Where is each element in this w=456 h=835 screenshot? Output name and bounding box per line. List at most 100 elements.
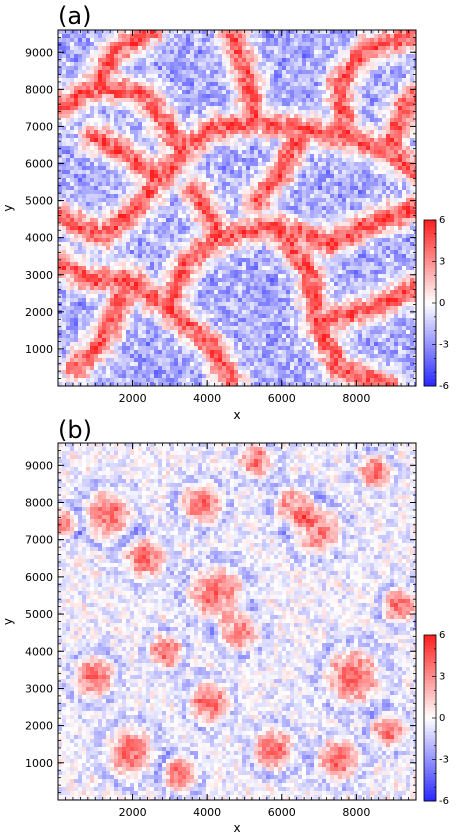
heatmap-cell	[406, 134, 411, 139]
heatmap-cell	[406, 178, 411, 183]
heatmap-cell	[410, 54, 415, 59]
heatmap-cell	[134, 110, 139, 115]
heatmap-cell	[370, 130, 375, 135]
heatmap-cell	[294, 138, 299, 143]
heatmap-cell	[106, 122, 111, 127]
heatmap-cell	[386, 130, 391, 135]
heatmap-cell	[226, 74, 231, 79]
heatmap-cell	[182, 234, 187, 239]
heatmap-cell	[78, 114, 83, 119]
heatmap-cell	[154, 94, 159, 99]
heatmap-cell	[406, 186, 411, 191]
heatmap-cell	[198, 190, 203, 195]
heatmap-cell	[330, 154, 335, 159]
heatmap-cell	[402, 178, 407, 183]
heatmap-cell	[62, 238, 67, 243]
heatmap-cell	[298, 74, 303, 79]
heatmap-cell	[162, 138, 167, 143]
heatmap-cell	[106, 170, 111, 175]
heatmap-cell	[214, 238, 219, 243]
heatmap-cell	[134, 226, 139, 231]
heatmap-cell	[214, 90, 219, 95]
heatmap-cell	[82, 250, 87, 255]
heatmap-cell	[382, 146, 387, 151]
heatmap-cell	[70, 134, 75, 139]
heatmap-cell	[398, 174, 403, 179]
heatmap-cell	[382, 238, 387, 243]
heatmap-cell	[230, 186, 235, 191]
heatmap-cell	[162, 62, 167, 67]
heatmap-cell	[210, 174, 215, 179]
heatmap-cell	[282, 222, 287, 227]
heatmap-cell	[154, 62, 159, 67]
heatmap-cell	[310, 142, 315, 147]
heatmap-cell	[170, 86, 175, 91]
heatmap-cell	[94, 234, 99, 239]
heatmap-cell	[322, 154, 327, 159]
heatmap-cell	[266, 54, 271, 59]
heatmap-cell	[394, 166, 399, 171]
heatmap-cell	[206, 74, 211, 79]
heatmap-cell	[386, 150, 391, 155]
heatmap-cell	[198, 66, 203, 71]
heatmap-cell	[366, 86, 371, 91]
heatmap-cell	[58, 54, 63, 59]
heatmap-cell	[238, 214, 243, 219]
heatmap-cell	[410, 34, 415, 39]
heatmap-cell	[198, 38, 203, 43]
heatmap-cell	[218, 34, 223, 39]
heatmap-cell	[306, 202, 311, 207]
heatmap-cell	[390, 154, 395, 159]
heatmap-cell	[138, 62, 143, 67]
heatmap-cell	[382, 110, 387, 115]
heatmap-cell	[402, 190, 407, 195]
heatmap-cell	[358, 126, 363, 131]
heatmap-cell	[198, 162, 203, 167]
heatmap-cell	[98, 154, 103, 159]
heatmap-cell	[402, 142, 407, 147]
heatmap-cell	[218, 174, 223, 179]
heatmap-cell	[322, 186, 327, 191]
heatmap-cell	[82, 222, 87, 227]
heatmap-cell	[366, 238, 371, 243]
heatmap-cell	[126, 138, 131, 143]
heatmap-cell	[126, 54, 131, 59]
heatmap-cell	[218, 222, 223, 227]
heatmap-cell	[202, 86, 207, 91]
heatmap-cell	[394, 242, 399, 247]
heatmap-cell	[246, 214, 251, 219]
heatmap-cell	[94, 30, 99, 35]
heatmap-cell	[390, 46, 395, 51]
heatmap-cell	[74, 166, 79, 171]
heatmap-cell	[398, 234, 403, 239]
heatmap-cell	[398, 102, 403, 107]
heatmap-cell	[374, 210, 379, 215]
heatmap-cell	[182, 142, 187, 147]
heatmap-cell	[390, 78, 395, 83]
heatmap-cell	[166, 142, 171, 147]
heatmap-cell	[118, 46, 123, 51]
heatmap-cell	[170, 74, 175, 79]
heatmap-cell	[234, 102, 239, 107]
heatmap-cell	[350, 90, 355, 95]
heatmap-cell	[362, 226, 367, 231]
heatmap-cell	[202, 30, 207, 35]
heatmap-cell	[250, 34, 255, 39]
heatmap-cell	[62, 30, 67, 35]
heatmap-cell	[262, 174, 267, 179]
heatmap-cell	[302, 222, 307, 227]
heatmap-cell	[254, 102, 259, 107]
heatmap-cell	[102, 226, 107, 231]
heatmap-cell	[218, 134, 223, 139]
heatmap-cell	[170, 42, 175, 47]
heatmap-cell	[410, 222, 415, 227]
heatmap-cell	[234, 106, 239, 111]
heatmap-cell	[250, 142, 255, 147]
heatmap-cell	[290, 62, 295, 67]
heatmap-cell	[282, 86, 287, 91]
heatmap-cell	[98, 146, 103, 151]
heatmap-cell	[62, 234, 67, 239]
heatmap-cell	[202, 242, 207, 247]
heatmap-cell	[370, 154, 375, 159]
heatmap-cell	[102, 138, 107, 143]
